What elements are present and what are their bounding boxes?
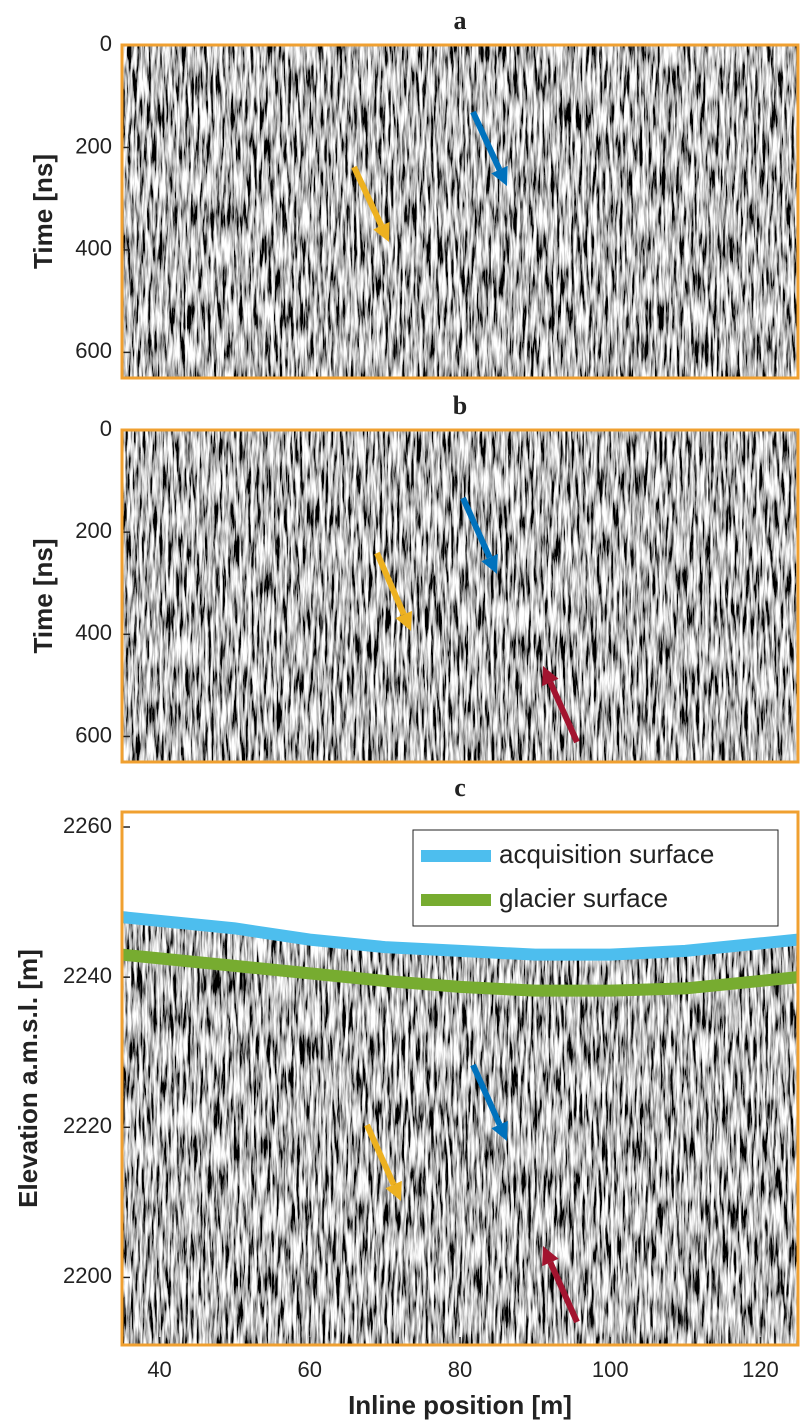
arrow-shaft: [547, 681, 580, 744]
radargram: [122, 430, 798, 762]
x-tick-label: 60: [298, 1357, 322, 1382]
y-tick-label: 600: [75, 722, 112, 747]
arrow-shaft: [374, 551, 407, 616]
arrow-head: [481, 553, 498, 574]
y-tick-label: 2260: [63, 813, 112, 838]
y-axis-label: Elevation a.m.s.l. [m]: [13, 949, 43, 1208]
arrow-head: [373, 221, 390, 242]
x-tick-label: 120: [742, 1357, 779, 1382]
x-tick-label: 80: [448, 1357, 472, 1382]
legend-box: [412, 829, 779, 927]
arrow-head: [385, 1180, 402, 1201]
arrow-shaft: [470, 1063, 503, 1126]
x-tick-label: 100: [592, 1357, 629, 1382]
y-tick-label: 2240: [63, 963, 112, 988]
legend-label: glacier surface: [499, 883, 668, 913]
y-tick-label: 0: [100, 31, 112, 56]
x-tick-label: 40: [147, 1357, 171, 1382]
y-tick-label: 200: [75, 133, 112, 158]
arrow-shaft: [460, 496, 493, 559]
y-tick-label: 2220: [63, 1113, 112, 1138]
y-axis-label: Time [ns]: [28, 538, 58, 653]
panel-title: a: [454, 6, 467, 35]
plot-frame: [120, 43, 800, 380]
surface-line: [121, 948, 799, 997]
arrow-head: [395, 610, 413, 631]
arrow-head: [491, 1120, 508, 1141]
arrow-head: [542, 666, 559, 687]
panel-title: b: [453, 391, 467, 420]
y-tick-label: 200: [75, 518, 112, 543]
arrow-head: [491, 165, 508, 186]
arrow-shaft: [351, 165, 385, 227]
panel-title: c: [454, 773, 466, 802]
arrow-shaft: [470, 110, 503, 171]
plot-frame: [120, 810, 800, 1347]
y-tick-label: 600: [75, 338, 112, 363]
y-tick-label: 400: [75, 620, 112, 645]
x-axis-label: Inline position [m]: [348, 1390, 572, 1420]
arrow-shaft: [547, 1261, 580, 1324]
arrow-head: [542, 1246, 559, 1267]
y-axis-label: Time [ns]: [28, 154, 58, 269]
y-tick-label: 0: [100, 416, 112, 441]
legend-label: acquisition surface: [499, 839, 714, 869]
surface-line: [121, 911, 799, 961]
y-tick-label: 2200: [63, 1263, 112, 1288]
plot-frame: [120, 428, 800, 764]
y-tick-label: 400: [75, 236, 112, 261]
arrow-shaft: [364, 1123, 397, 1186]
radargram: [122, 45, 798, 378]
